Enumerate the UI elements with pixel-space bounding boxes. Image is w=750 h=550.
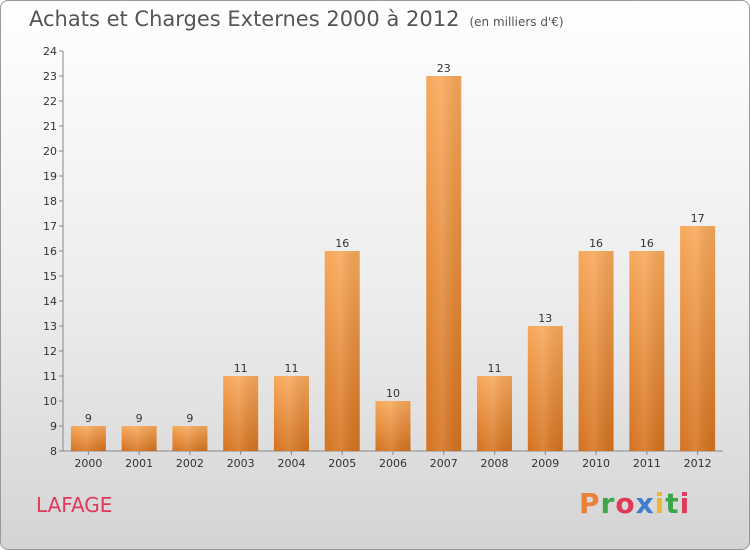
x-tick-label: 2003 [227, 457, 255, 470]
logo-letter: P [579, 487, 601, 520]
x-tick-label: 2001 [125, 457, 153, 470]
y-tick-label: 20 [43, 145, 57, 158]
bar-highlight [629, 251, 665, 451]
logo-letter: i [654, 487, 666, 520]
data-label: 11 [234, 362, 248, 375]
chart-title: Achats et Charges Externes 2000 à 2012 (e… [29, 7, 564, 31]
bar-highlight [324, 251, 360, 451]
y-tick-label: 8 [50, 445, 57, 458]
y-tick-label: 18 [43, 195, 57, 208]
bar-highlight [70, 426, 106, 451]
chart-title-text: Achats et Charges Externes 2000 à 2012 [29, 7, 460, 31]
y-tick-label: 9 [50, 420, 57, 433]
data-label: 16 [589, 237, 603, 250]
x-tick-label: 2000 [74, 457, 102, 470]
x-tick-label: 2007 [430, 457, 458, 470]
data-label: 17 [691, 212, 705, 225]
bar-highlight [426, 76, 462, 451]
y-tick-label: 24 [43, 45, 57, 58]
labels: 2000 9 2001 9 2002 9 2003 11 2004 11 2005 16 2006 10 2… [74, 62, 711, 470]
bar-highlight [223, 376, 259, 451]
data-label: 11 [488, 362, 502, 375]
x-tick-label: 2006 [379, 457, 407, 470]
y-tick-label: 21 [43, 120, 57, 133]
bar-highlight [527, 326, 563, 451]
data-label: 16 [335, 237, 349, 250]
bar-highlight [273, 376, 309, 451]
data-label: 9 [85, 412, 92, 425]
data-label: 23 [437, 62, 451, 75]
data-label: 9 [136, 412, 143, 425]
x-tick-label: 2011 [633, 457, 661, 470]
y-tick-label: 13 [43, 320, 57, 333]
x-tick-label: 2002 [176, 457, 204, 470]
y-tick-label: 19 [43, 170, 57, 183]
y-tick-label: 14 [43, 295, 57, 308]
x-tick-label: 2009 [531, 457, 559, 470]
y-tick-label: 12 [43, 345, 57, 358]
logo-letter: r [600, 487, 616, 520]
x-tick-label: 2004 [277, 457, 305, 470]
x-tick-label: 2012 [684, 457, 712, 470]
y-tick-label: 17 [43, 220, 57, 233]
bar-highlight [477, 376, 513, 451]
data-label: 11 [284, 362, 298, 375]
data-label: 9 [186, 412, 193, 425]
logo-letter: t [665, 487, 680, 520]
axes: 8 9 10 11 12 13 14 15 16 17 18 19 20 21 22 23 24 [43, 45, 723, 458]
logo-letter: i [679, 487, 691, 520]
y-tick-label: 23 [43, 70, 57, 83]
data-label: 10 [386, 387, 400, 400]
logo-letter: o [615, 487, 636, 520]
chart-subtitle: (en milliers d'€) [469, 15, 564, 29]
bar-highlight [172, 426, 208, 451]
data-label: 16 [640, 237, 654, 250]
bars [70, 76, 716, 451]
x-tick-label: 2008 [481, 457, 509, 470]
bar-highlight [121, 426, 157, 451]
y-tick-label: 15 [43, 270, 57, 283]
logo-letter: x [635, 487, 655, 520]
x-tick-label: 2010 [582, 457, 610, 470]
proxiti-logo: Proxiti [579, 487, 690, 520]
bar-highlight [375, 401, 411, 451]
y-tick-label: 10 [43, 395, 57, 408]
y-tick-label: 22 [43, 95, 57, 108]
bar-highlight [680, 226, 716, 451]
y-tick-label: 11 [43, 370, 57, 383]
x-tick-label: 2005 [328, 457, 356, 470]
bar-highlight [578, 251, 614, 451]
data-label: 13 [538, 312, 552, 325]
commune-name: LAFAGE [36, 493, 113, 517]
y-tick-label: 16 [43, 245, 57, 258]
